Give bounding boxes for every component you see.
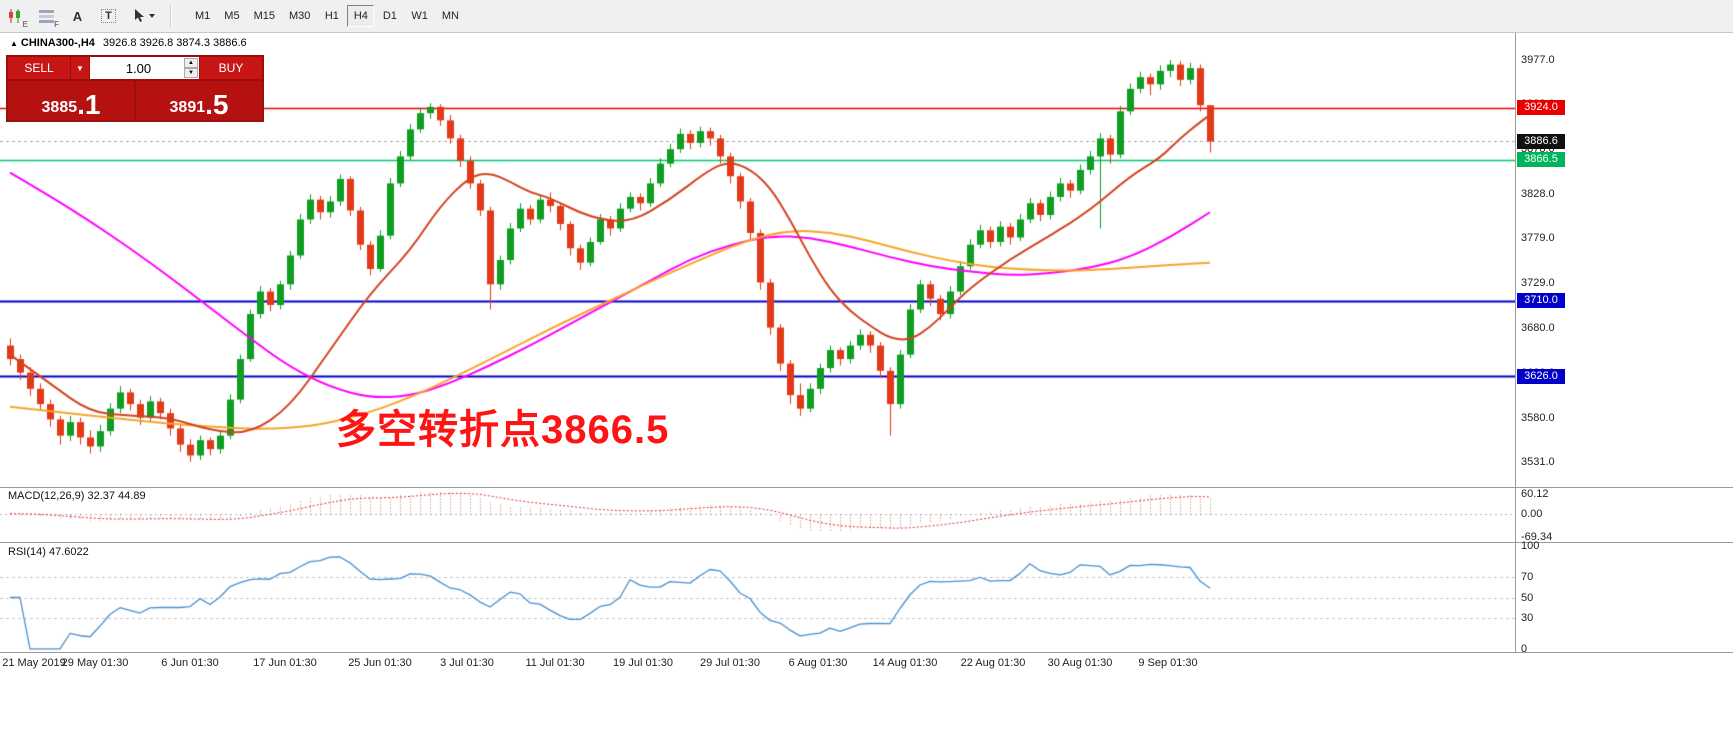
macd-scale-tick: 0.00 [1521,507,1543,520]
time-tick: 14 Aug 01:30 [872,657,938,669]
price-tick: 3977.0 [1521,54,1555,67]
timeframe-d1-button[interactable]: D1 [376,5,403,27]
time-tick: 29 Jul 01:30 [700,657,760,669]
rsi-panel-canvas[interactable] [0,543,1515,652]
ohlc-values: 3926.8 3926.8 3874.3 3886.6 [102,37,247,49]
pointer-glyph [135,9,144,22]
sell-price-button[interactable]: 3885.1 [8,81,134,120]
timeframe-group: M1 M5 M15 M30 H1 H4 D1 W1 MN [188,5,466,27]
candlestick-glyph [8,9,20,23]
time-tick: 21 May 2019 [2,657,66,669]
rsi-scale-tick: 50 [1521,591,1534,604]
indicators-icon[interactable]: E [1,3,30,30]
cursor-tool-icon[interactable] [125,3,163,30]
buy-price-big: .5 [205,88,229,120]
price-badge: 3710.0 [1517,293,1565,309]
panel-separator[interactable] [0,487,1733,488]
icon-badge: F [54,19,59,29]
timeframe-m1-button[interactable]: M1 [189,5,216,27]
time-tick: 25 Jun 01:30 [348,657,412,669]
macd-scale-tick: -69.34 [1521,530,1553,543]
timeframe-m30-button[interactable]: M30 [283,5,316,27]
time-axis-separator [0,652,1733,653]
volume-decrease-button[interactable]: ▼ [184,68,198,78]
price-tick: 3828.0 [1521,188,1555,201]
sell-price-base: 3885 [41,99,78,116]
volume-spinner: ▲ ▼ [184,58,198,78]
rsi-scale-tick: 0 [1521,642,1528,655]
macd-panel-canvas[interactable] [0,488,1515,542]
icon-badge: E [22,19,28,29]
price-tick: 3531.0 [1521,455,1555,468]
buy-button[interactable]: BUY [200,57,262,79]
panel-separator[interactable] [0,542,1733,543]
timeframe-w1-button[interactable]: W1 [405,5,434,27]
macd-scale-tick: 60.12 [1521,487,1549,500]
sell-price-big: .1 [77,88,101,120]
letter-t-glyph: T [101,9,116,23]
price-badge: 3886.6 [1517,133,1565,149]
time-tick: 22 Aug 01:30 [960,657,1026,669]
price-tick: 3580.0 [1521,411,1555,424]
time-tick: 30 Aug 01:30 [1047,657,1113,669]
symbol-marker-icon: ▲ [10,39,18,48]
time-tick: 17 Jun 01:30 [253,657,317,669]
volume-field: ▲ ▼ [90,57,199,79]
rsi-scale-tick: 100 [1521,540,1540,553]
time-tick: 6 Aug 01:30 [788,657,848,669]
volume-dropdown-button[interactable]: ▼ [71,57,89,79]
timeframe-h1-button[interactable]: H1 [318,5,345,27]
volume-increase-button[interactable]: ▲ [184,58,198,68]
symbol-name: CHINA300-,H4 [20,37,95,49]
rsi-indicator-label: RSI(14) 47.6022 [8,546,89,558]
price-badge: 3924.0 [1517,100,1565,116]
symbol-info-bar: ▲ CHINA300-,H4 3926.8 3926.8 3874.3 3886.6 [10,37,247,49]
price-tick: 3729.0 [1521,277,1555,290]
time-tick: 29 May 01:30 [61,657,129,669]
macd-indicator-label: MACD(12,26,9) 32.37 44.89 [8,490,146,502]
rsi-scale-tick: 30 [1521,612,1534,625]
price-badge: 3626.0 [1517,368,1565,384]
price-tick: 3779.0 [1521,232,1555,245]
buy-price-base: 3891 [169,99,206,116]
timeframe-h4-button[interactable]: H4 [347,5,375,27]
annotation-text: 多空转折点3866.5 [336,408,670,452]
toolbar: E F A T M1 M5 M15 M30 H1 H4 D1 W1 MN [0,0,1733,33]
letter-a-glyph: A [72,8,83,24]
rsi-scale-tick: 70 [1521,570,1534,583]
time-tick: 9 Sep 01:30 [1138,657,1198,669]
time-tick: 3 Jul 01:30 [440,657,494,669]
toolbar-separator [170,5,172,27]
objects-grid-icon[interactable]: F [32,3,61,30]
buy-price-button[interactable]: 3891.5 [136,81,262,120]
price-axis-border [1515,33,1516,652]
price-badge: 3866.5 [1517,152,1565,168]
price-tick: 3680.0 [1521,321,1555,334]
chevron-down-icon [149,14,155,18]
one-click-trading-panel: SELL ▼ ▲ ▼ BUY 3885.1 3891.5 [6,55,264,122]
timeframe-mn-button[interactable]: MN [436,5,465,27]
text-box-icon[interactable]: T [94,3,123,30]
timeframe-m15-button[interactable]: M15 [248,5,281,27]
sell-button[interactable]: SELL [8,57,70,79]
timeframe-m5-button[interactable]: M5 [218,5,245,27]
time-tick: 19 Jul 01:30 [613,657,673,669]
time-tick: 11 Jul 01:30 [525,657,585,669]
time-tick: 6 Jun 01:30 [161,657,219,669]
text-annotation-icon[interactable]: A [63,3,92,30]
volume-input[interactable] [90,57,199,79]
grid-glyph [39,9,54,23]
